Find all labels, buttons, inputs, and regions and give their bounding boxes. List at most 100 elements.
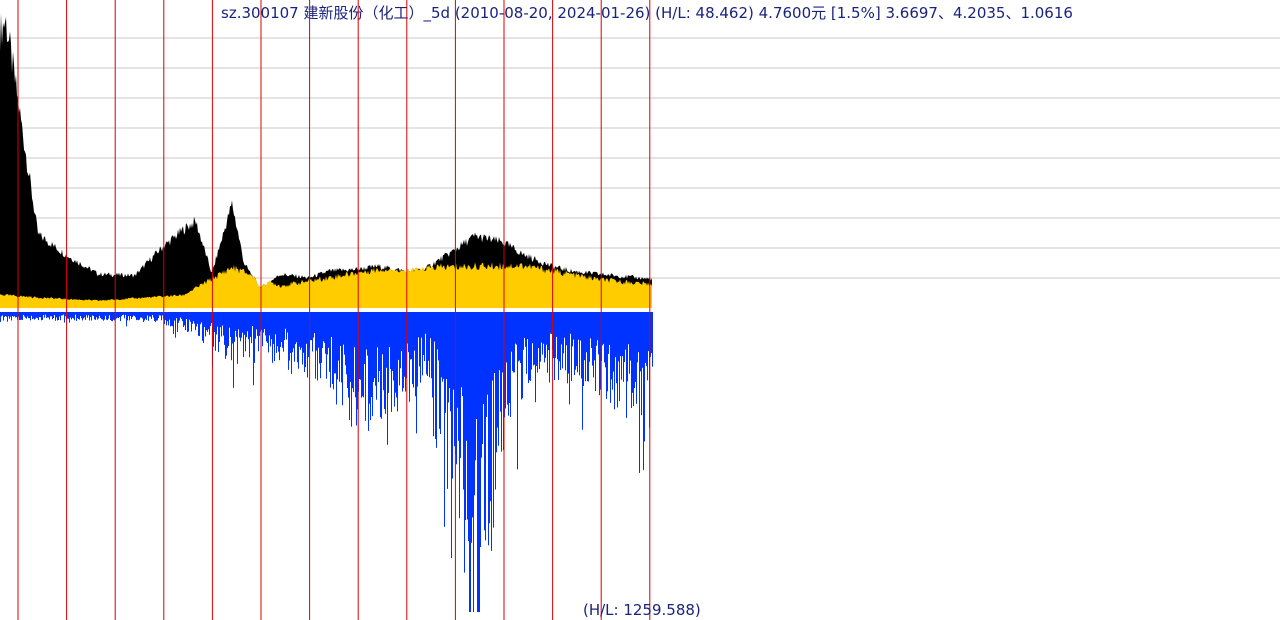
volume-bar <box>22 312 23 320</box>
volume-bar <box>59 312 60 317</box>
volume-bar <box>26 312 27 319</box>
volume-bar <box>386 312 387 368</box>
volume-bar <box>535 312 536 403</box>
volume-bar <box>366 312 367 350</box>
volume-bar <box>251 312 252 344</box>
volume-bar <box>417 312 418 387</box>
volume-bar <box>38 312 39 321</box>
volume-bar <box>578 312 579 340</box>
volume-bar <box>75 312 76 315</box>
volume-bar <box>169 312 170 320</box>
volume-bar <box>278 312 279 352</box>
volume-bar <box>450 312 451 412</box>
volume-bar <box>82 312 83 321</box>
volume-bar <box>73 312 74 319</box>
volume-bar <box>568 312 569 374</box>
volume-bar <box>541 312 542 343</box>
volume-bar <box>122 312 123 316</box>
volume-bar <box>50 312 51 317</box>
volume-bar <box>522 312 523 399</box>
volume-bar <box>214 312 215 332</box>
volume-bar <box>390 312 391 369</box>
volume-bar <box>538 312 539 348</box>
volume-bar <box>439 312 440 429</box>
volume-bar <box>129 312 130 321</box>
volume-bar <box>440 312 441 434</box>
volume-bar <box>430 312 431 339</box>
volume-bar <box>645 312 646 363</box>
volume-bar <box>178 312 179 323</box>
volume-bar <box>198 312 199 336</box>
volume-bar <box>445 312 446 413</box>
volume-bar <box>193 312 194 322</box>
volume-bar <box>325 312 326 354</box>
volume-bar <box>116 312 117 319</box>
volume-bar <box>590 312 591 339</box>
volume-bar <box>380 312 381 418</box>
volume-bar <box>570 312 571 334</box>
volume-bar <box>45 312 46 315</box>
volume-bar <box>139 312 140 320</box>
volume-bar <box>186 312 187 319</box>
volume-bar <box>102 312 103 320</box>
volume-bar <box>497 312 498 428</box>
volume-bar <box>91 312 92 321</box>
volume-bar <box>273 312 274 344</box>
volume-bar <box>352 312 353 389</box>
volume-bar <box>635 312 636 382</box>
volume-bar <box>619 312 620 402</box>
volume-bar <box>120 312 121 322</box>
volume-bar <box>320 312 321 379</box>
volume-bar <box>103 312 104 321</box>
volume-bar <box>608 312 609 354</box>
volume-bar <box>202 312 203 341</box>
volume-bar <box>489 312 490 524</box>
volume-bar <box>299 312 300 347</box>
volume-bar <box>501 312 502 452</box>
volume-bar <box>508 312 509 416</box>
volume-bar <box>128 312 129 317</box>
volume-bar <box>160 312 161 316</box>
volume-bar <box>147 312 148 316</box>
volume-bar <box>391 312 392 412</box>
volume-bar <box>509 312 510 403</box>
volume-bar <box>95 312 96 320</box>
volume-bar <box>382 312 383 355</box>
volume-bar <box>515 312 516 344</box>
volume-bar <box>263 312 264 333</box>
volume-bar <box>187 312 188 332</box>
volume-bar <box>318 312 319 348</box>
volume-bar <box>277 312 278 347</box>
volume-bar <box>170 312 171 327</box>
volume-bar <box>249 312 250 358</box>
volume-bar <box>107 312 108 321</box>
volume-bar <box>298 312 299 369</box>
volume-bar <box>158 312 159 318</box>
volume-bar <box>563 312 564 354</box>
volume-bar <box>594 312 595 361</box>
volume-bar <box>284 312 285 340</box>
volume-bar <box>144 312 145 321</box>
volume-bar <box>637 312 638 363</box>
volume-bar <box>335 312 336 374</box>
volume-bar <box>4 312 5 317</box>
volume-bar <box>410 312 411 360</box>
volume-bar <box>227 312 228 348</box>
volume-bar <box>183 312 184 327</box>
volume-bar <box>68 312 69 319</box>
volume-bar <box>392 312 393 371</box>
volume-bar <box>289 312 290 361</box>
volume-bar <box>302 312 303 365</box>
volume-bar <box>394 312 395 407</box>
volume-bar <box>256 312 257 330</box>
volume-bar <box>437 312 438 350</box>
volume-bar <box>436 312 437 448</box>
volume-bars <box>0 312 653 612</box>
volume-bar <box>192 312 193 324</box>
volume-bar <box>475 312 476 461</box>
volume-bar <box>1 312 2 317</box>
volume-bar <box>247 312 248 332</box>
volume-bar <box>15 312 16 318</box>
volume-bar <box>528 312 529 383</box>
volume-bar <box>34 312 35 320</box>
